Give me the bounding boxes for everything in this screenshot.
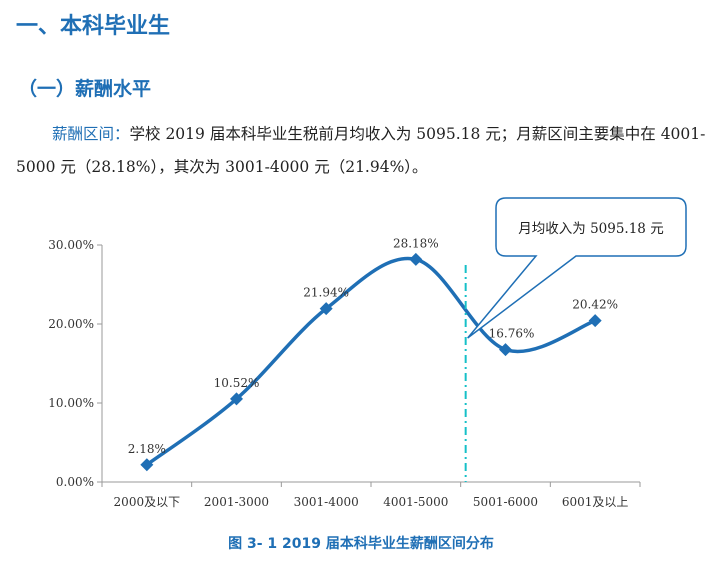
data-point-marker: [588, 314, 602, 328]
y-tick-label: 0.00%: [56, 475, 94, 489]
series-line: [145, 256, 596, 467]
x-tick-label: 3001-4000: [294, 495, 359, 509]
x-tick-label: 5001-6000: [473, 495, 538, 509]
data-label: 20.42%: [572, 298, 618, 312]
figure-caption: 图 3- 1 2019 届本科毕业生薪酬区间分布: [228, 536, 494, 552]
data-label: 16.76%: [489, 327, 535, 341]
data-label: 21.94%: [303, 286, 349, 300]
x-tick-label: 4001-5000: [383, 495, 448, 509]
data-label: 28.18%: [393, 236, 439, 250]
data-point-marker: [140, 458, 154, 472]
salary-distribution-chart: 0.00% 10.00% 20.00% 30.00% 2000及以下 2001-3000 3…: [48, 197, 687, 509]
data-point-marker: [499, 343, 512, 357]
paragraph-lead: 薪酬区间：: [52, 125, 130, 143]
annotation-text: 月均收入为 5095.18 元: [518, 221, 663, 237]
annotation-callout-box: [467, 197, 687, 339]
data-point-marker: [409, 252, 423, 266]
data-label: 10.52%: [214, 376, 260, 390]
paragraph-body: 学校 2019 届本科毕业生税前月均收入为 5095.18 元；月薪区间主要集中…: [16, 125, 706, 176]
data-point-marker: [230, 392, 243, 406]
section-heading: 一、本科毕业生: [16, 14, 171, 39]
summary-paragraph: 薪酬区间：学校 2019 届本科毕业生税前月均收入为 5095.18 元；月薪区…: [16, 118, 706, 184]
x-tick-label: 2001-3000: [204, 495, 269, 509]
y-tick-label: 20.00%: [48, 317, 94, 331]
y-tick-label: 30.00%: [48, 238, 94, 252]
subsection-heading: （一）薪酬水平: [18, 78, 152, 100]
y-tick-label: 10.00%: [48, 396, 94, 410]
x-tick-label: 6001及以上: [562, 495, 629, 509]
x-tick-label: 2000及以下: [114, 495, 181, 509]
data-label: 2.18%: [128, 442, 166, 456]
data-point-marker: [319, 302, 333, 316]
